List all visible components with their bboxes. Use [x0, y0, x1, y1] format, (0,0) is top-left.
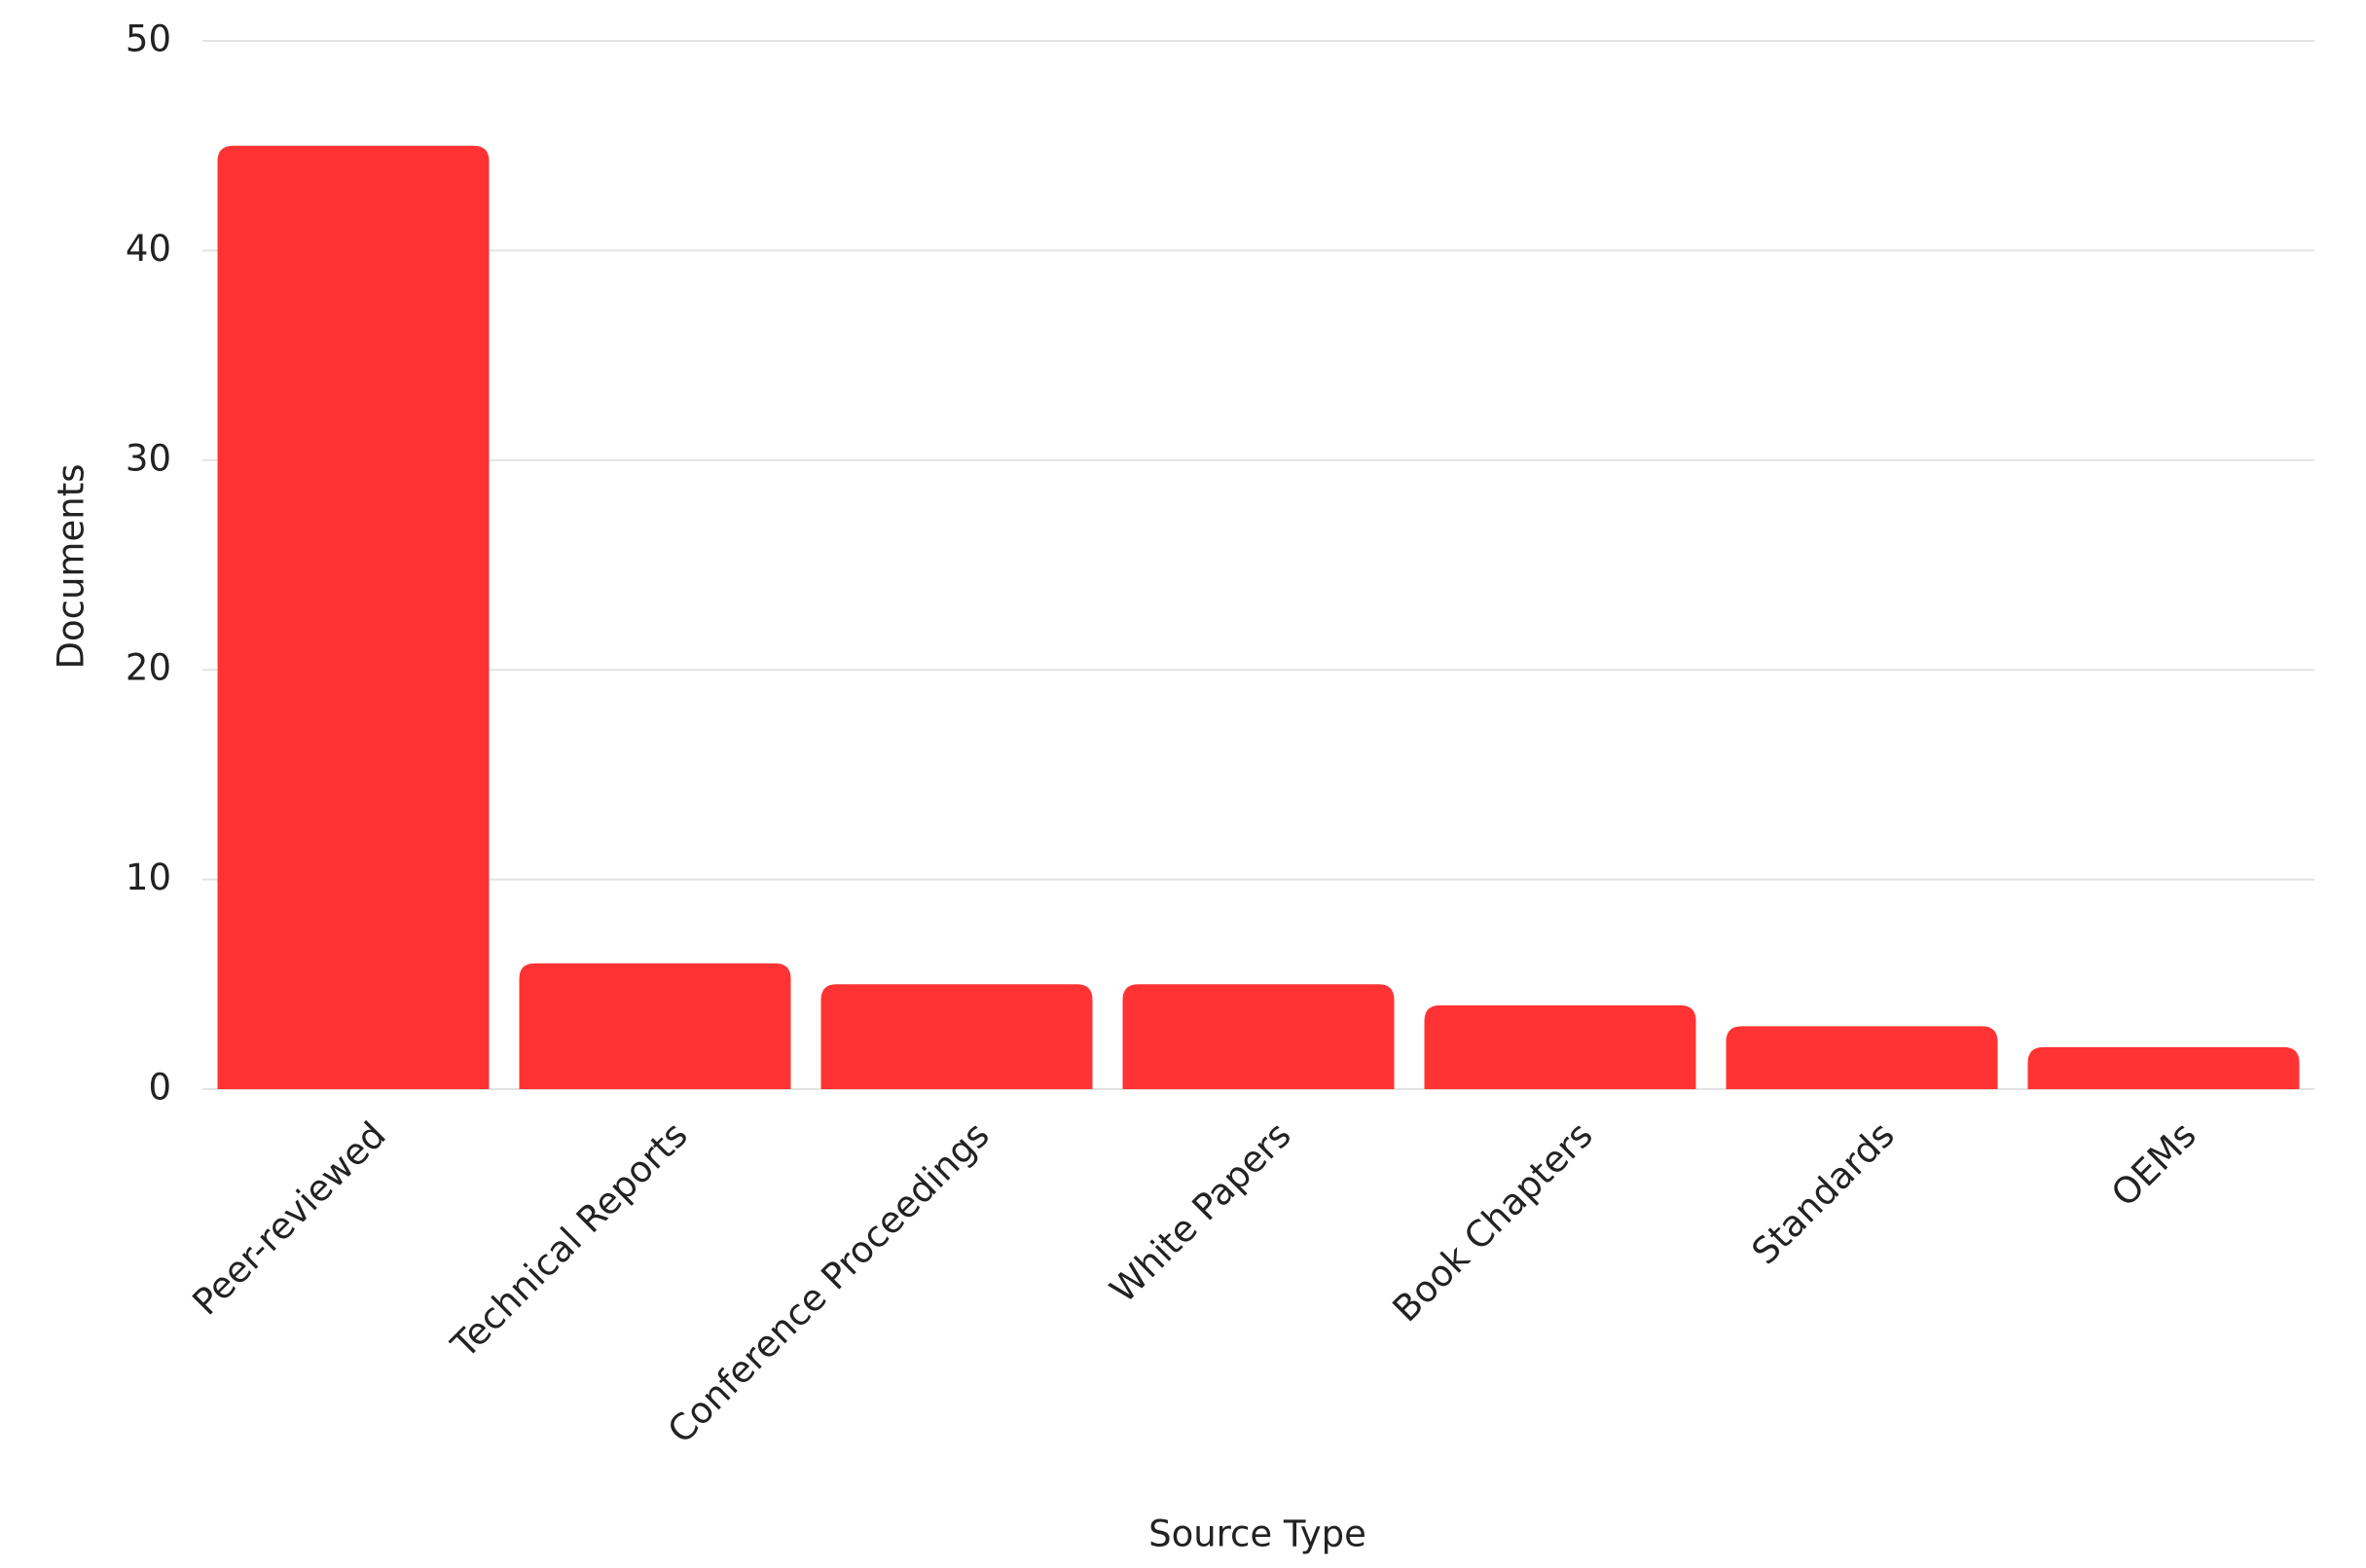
bar: [820, 984, 1093, 1089]
y-tick-label: 20: [126, 647, 171, 689]
bar: [1122, 984, 1395, 1089]
bar: [2027, 1046, 2300, 1089]
y-tick-label: 0: [148, 1067, 171, 1109]
bar: [1424, 1004, 1696, 1089]
bar: [1726, 1026, 1998, 1089]
x-tick-label: Technical Reports: [443, 1113, 696, 1367]
y-tick-label: 30: [126, 437, 171, 479]
x-tick-label: Peer-reviewed: [185, 1113, 394, 1323]
x-tick-label: OEMs: [2103, 1113, 2204, 1215]
y-tick-label: 50: [126, 18, 171, 60]
x-tick-label: White Papers: [1102, 1113, 1299, 1311]
y-tick-label: 40: [126, 228, 171, 270]
x-tick-label: Standards: [1744, 1113, 1903, 1272]
x-axis-title: Source Type: [1148, 1513, 1366, 1555]
y-axis-title: Documents: [51, 464, 92, 670]
bar: [217, 145, 490, 1089]
y-tick-label: 10: [126, 857, 171, 898]
bar: [519, 963, 791, 1089]
x-tick-label: Conference Proceedings: [660, 1113, 998, 1451]
x-tick-label: Book Chapters: [1385, 1113, 1601, 1330]
